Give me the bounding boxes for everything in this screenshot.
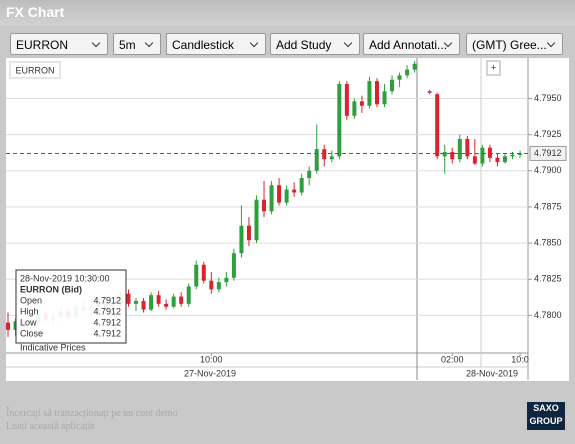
symbol-box	[9, 61, 61, 79]
logo: SAXO GROUP	[527, 402, 565, 430]
candle-body	[126, 293, 131, 304]
candle-body	[472, 156, 477, 164]
candle-body	[164, 303, 169, 307]
tooltip-note: Indicative Prices	[20, 342, 86, 352]
candle-body	[179, 296, 184, 304]
y-tick-label: 4.7800	[534, 310, 562, 320]
candle-body	[510, 154, 515, 157]
symbol-label: EURRON	[15, 65, 54, 75]
annotation-select[interactable]: Add Annotati...	[363, 33, 460, 55]
candle-body	[246, 225, 251, 241]
y-tick-label: 4.7825	[534, 274, 562, 284]
candle-body	[495, 157, 500, 163]
candle-body	[337, 84, 342, 157]
candle-body	[149, 295, 154, 310]
candle-body	[480, 147, 485, 164]
candle-body	[284, 189, 289, 203]
candle-body	[397, 75, 402, 80]
last-price-label: 4.7912	[534, 148, 562, 158]
date-label: 28-Nov-2019	[466, 368, 518, 378]
tooltip	[15, 269, 127, 344]
candle-body	[344, 84, 349, 116]
candle-body	[239, 225, 244, 254]
study-select[interactable]: Add Study	[270, 33, 360, 55]
tooltip-value: 4.7912	[93, 295, 121, 305]
tooltip-value: 4.7912	[93, 328, 121, 338]
candle-body	[359, 101, 364, 106]
candle-body	[307, 170, 312, 179]
timezone-select[interactable]: (GMT) Gree...	[466, 33, 563, 55]
candle-body	[262, 199, 267, 212]
tooltip-key: Open	[20, 295, 42, 305]
candle-body	[329, 156, 334, 160]
y-tick-label: 4.7925	[534, 129, 562, 139]
candle-body	[352, 101, 357, 116]
candle-body	[156, 295, 161, 304]
tooltip-key: Close	[20, 328, 43, 338]
tooltip-instrument: EURRON (Bid)	[20, 284, 82, 294]
x-tick-label: 10:00	[200, 354, 223, 364]
candle-body	[201, 264, 206, 281]
candle-body	[450, 151, 455, 160]
candle-body	[231, 253, 236, 278]
candle-body	[141, 300, 146, 310]
candle-body	[269, 185, 274, 212]
candle-body	[171, 296, 176, 307]
style-select[interactable]: Candlestick	[166, 33, 266, 55]
candle-body	[518, 153, 523, 155]
candle-body	[390, 79, 395, 92]
candle-body	[465, 138, 470, 157]
candle-body	[6, 322, 10, 330]
zoom-button-label[interactable]: +	[491, 62, 496, 72]
tooltip-key: High	[20, 306, 39, 316]
candle-body	[299, 178, 304, 193]
window-title: FX Chart	[0, 0, 575, 26]
candle-body	[457, 138, 462, 160]
candle-body	[367, 81, 372, 106]
y-tick-label: 4.7900	[534, 165, 562, 175]
candle-body	[134, 300, 139, 304]
candle-body	[186, 286, 191, 304]
candle-body	[314, 149, 319, 171]
footer-link[interactable]: Luați această aplicație	[6, 421, 95, 432]
tooltip-value: 4.7912	[93, 306, 121, 316]
candle-body	[216, 282, 221, 290]
y-tick-label: 4.7850	[534, 237, 562, 247]
candle-body	[374, 81, 379, 105]
tooltip-key: Low	[20, 317, 37, 327]
candle-body	[487, 147, 492, 158]
last-price-box	[529, 145, 567, 161]
candle-body	[254, 199, 259, 241]
instrument-select[interactable]: EURRON	[10, 33, 108, 55]
tooltip-time: 28-Nov-2019 10:30:00	[20, 273, 110, 283]
y-tick-label: 4.7875	[534, 201, 562, 211]
candle-body	[382, 91, 387, 105]
candle-body	[292, 189, 297, 193]
candle-body	[194, 264, 199, 287]
candle-body	[442, 151, 447, 157]
candle-body	[435, 94, 440, 157]
x-tick-label: 10:0	[511, 354, 529, 364]
candle-body	[277, 185, 282, 203]
candle-body	[412, 63, 417, 70]
x-tick-label: 02:00	[441, 354, 464, 364]
footer-link[interactable]: Încercați să tranzacționați pe un cont d…	[6, 408, 178, 419]
candle-body	[209, 280, 214, 290]
candle-body	[322, 149, 327, 160]
tooltip-value: 4.7912	[93, 317, 121, 327]
chart: EURRON + 4.7800 4.7825 4.7850 4.7875 4.7900 4…	[6, 58, 569, 381]
date-label: 27-Nov-2019	[184, 368, 236, 378]
interval-select[interactable]: 5m	[113, 33, 161, 55]
candle-body	[502, 156, 507, 163]
logo-text: SAXO	[533, 403, 559, 413]
candle-body	[224, 277, 229, 283]
y-tick-label: 4.7950	[534, 93, 562, 103]
logo-text: GROUP	[529, 416, 563, 426]
candle-body	[427, 91, 432, 93]
candle-body	[405, 69, 410, 76]
zoom-button[interactable]	[486, 60, 501, 76]
